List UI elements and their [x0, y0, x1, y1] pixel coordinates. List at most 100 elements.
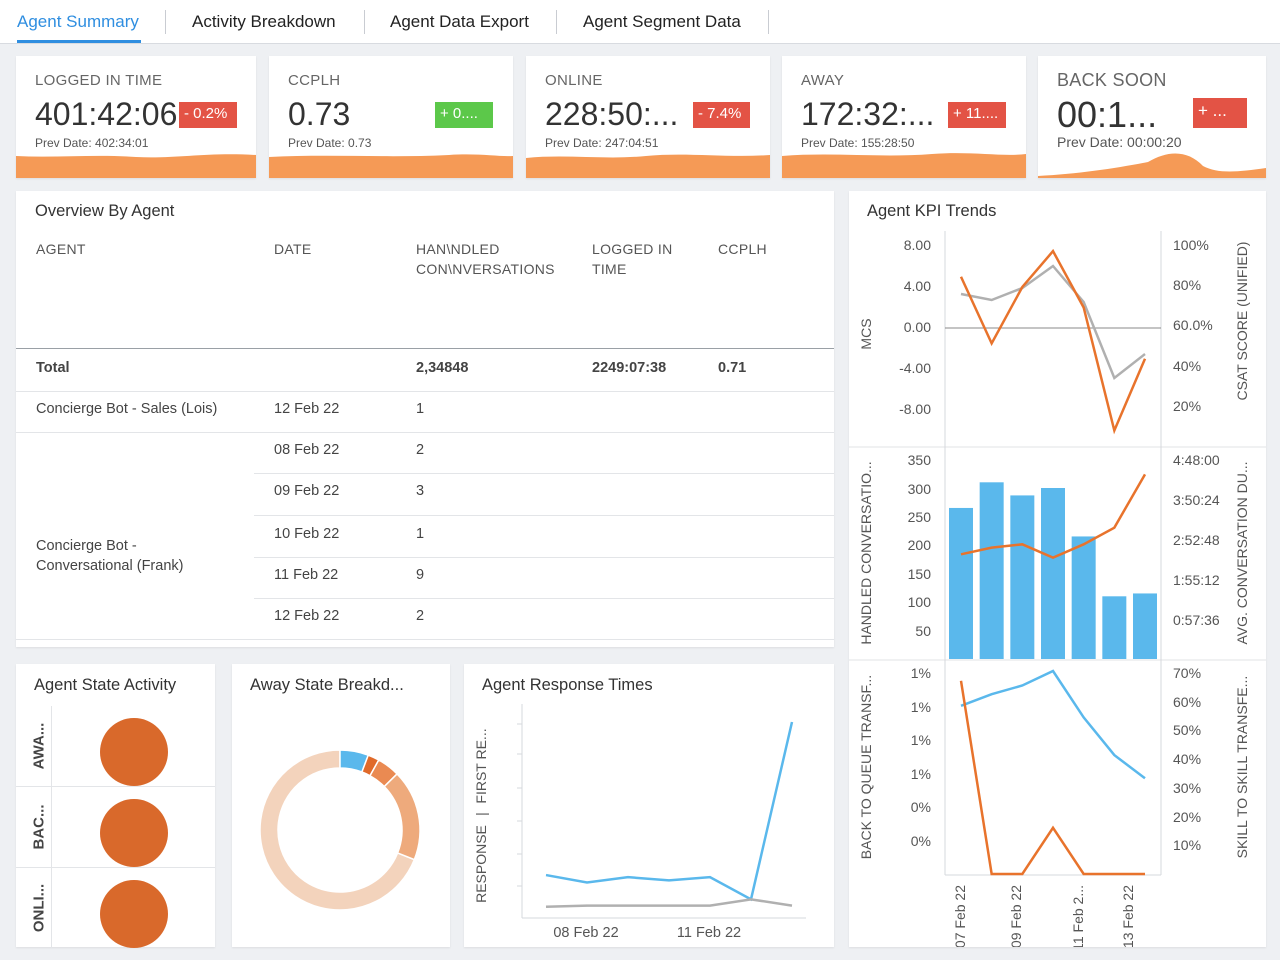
- kpi-label: ONLINE: [545, 72, 603, 89]
- row-handled: 2: [416, 608, 425, 624]
- tab-agent-summary[interactable]: Agent Summary: [17, 12, 139, 31]
- x-tick-label: 13 Feb 22: [1120, 885, 1136, 947]
- panel-title: Agent Response Times: [482, 676, 653, 694]
- kpi-sparkline: [1038, 153, 1266, 178]
- tab-separator: [364, 10, 365, 34]
- tick-label: 4.00: [904, 278, 931, 294]
- bar: [1010, 495, 1035, 659]
- bar: [979, 482, 1004, 659]
- x-tick-label: 07 Feb 22: [952, 885, 968, 947]
- tab-agent-segment-data[interactable]: Agent Segment Data: [583, 12, 741, 31]
- kpi-card-ccplh[interactable]: CCPLH 0.73 + 0.... Prev Date: 0.73: [269, 56, 513, 178]
- state-row-back-soon[interactable]: BAC...: [16, 787, 215, 868]
- kpi-label: LOGGED IN TIME: [35, 72, 163, 89]
- kpi-label: CCPLH: [288, 72, 341, 89]
- tick-label: 2:52:48: [1173, 532, 1220, 548]
- column-header-handled-conversations[interactable]: HAN\NDLED CON\NVERSATIONS: [416, 239, 555, 279]
- series-line-csat: [960, 264, 1146, 381]
- tick-label: -8.00: [899, 401, 931, 417]
- state-bubble[interactable]: [100, 799, 168, 867]
- y-axis-separator: |: [473, 812, 489, 816]
- kpi-previous-value: Prev Date: 0.73: [288, 136, 372, 150]
- kpi-previous-value: Prev Date: 155:28:50: [801, 136, 915, 150]
- tick-label: 3:50:24: [1173, 492, 1220, 508]
- agent-name: Concierge Bot - Sales (Lois): [36, 401, 218, 417]
- row-date: 08 Feb 22: [274, 442, 340, 458]
- x-tick-label: 09 Feb 22: [1008, 885, 1024, 947]
- away-state-donut-chart[interactable]: [232, 664, 450, 947]
- tick-label: 0.00: [904, 319, 931, 335]
- kpi-card-logged-in-time[interactable]: LOGGED IN TIME 401:42:06 - 0.2% Prev Dat…: [16, 56, 256, 178]
- kpi-value: 172:32:...: [801, 96, 935, 132]
- row-handled: 3: [416, 483, 425, 499]
- row-date: 11 Feb 22: [274, 567, 339, 583]
- row-divider: [254, 515, 834, 516]
- tick-label: 60%: [1173, 694, 1201, 710]
- tick-label: 50: [915, 623, 931, 639]
- header-divider: [16, 348, 834, 349]
- total-ccplh: 0.71: [718, 360, 747, 376]
- bar: [1041, 488, 1065, 659]
- tick-label: 1%: [911, 699, 931, 715]
- tick-label: 40%: [1173, 358, 1201, 374]
- state-bubble[interactable]: [100, 718, 168, 786]
- agent-name: Concierge Bot - Conversational (Frank): [36, 536, 183, 576]
- header-line: TIME: [592, 261, 627, 277]
- kpi-previous-value: Prev Date: 247:04:51: [545, 136, 659, 150]
- tab-agent-data-export[interactable]: Agent Data Export: [390, 12, 529, 31]
- x-tick-label: 11 Feb 22: [677, 925, 741, 941]
- state-label: BAC...: [30, 804, 48, 850]
- kpi-trends-charts[interactable]: MCS CSAT SCORE (UNIFIED) HANDLED CONVERS…: [849, 191, 1266, 947]
- kpi-sparkline: [526, 154, 770, 178]
- column-header-logged-in-time[interactable]: LOGGED IN TIME: [592, 239, 673, 279]
- column-header-date[interactable]: DATE: [274, 241, 312, 257]
- tick-label: 200: [908, 537, 932, 553]
- tick-label: 250: [908, 509, 932, 525]
- bar: [1071, 536, 1096, 659]
- state-row-online[interactable]: ONLI...: [16, 868, 215, 949]
- row-divider: [16, 639, 834, 640]
- tick-label: 20%: [1173, 398, 1201, 414]
- row-handled: 1: [416, 401, 425, 417]
- state-row-away[interactable]: AWA...: [16, 706, 215, 787]
- divider: [51, 868, 52, 948]
- state-bubble[interactable]: [100, 880, 168, 948]
- row-handled: 9: [416, 567, 425, 583]
- total-label: Total: [36, 360, 70, 376]
- kpi-value: 401:42:06: [35, 96, 178, 132]
- response-times-chart[interactable]: FIRST RE... | RESPONSE 08 Feb 22 11 Feb …: [464, 664, 834, 947]
- header-line: HAN\NDLED: [416, 241, 500, 257]
- row-date: 12 Feb 22: [274, 401, 340, 417]
- kpi-card-back-soon[interactable]: BACK SOON 00:1... + ... Prev Date: 00:00…: [1038, 56, 1266, 178]
- column-header-agent[interactable]: AGENT: [36, 241, 86, 257]
- tick-label: 1%: [911, 766, 931, 782]
- tick-label: 0%: [911, 799, 931, 815]
- tick-label: 80%: [1173, 277, 1201, 293]
- tab-activity-breakdown[interactable]: Activity Breakdown: [192, 12, 336, 31]
- kpi-value: 00:1...: [1057, 94, 1158, 135]
- state-label: ONLI...: [30, 883, 48, 933]
- tick-label: 4:48:00: [1173, 452, 1220, 468]
- tick-label: 1:55:12: [1173, 572, 1220, 588]
- row-handled: 1: [416, 526, 425, 542]
- axis-title-mcs: MCS: [858, 318, 874, 349]
- donut-slice: [259, 749, 416, 911]
- axis-title-csat: CSAT SCORE (UNIFIED): [1234, 242, 1250, 401]
- kpi-card-online[interactable]: ONLINE 228:50:... - 7.4% Prev Date: 247:…: [526, 56, 770, 178]
- tick-label: 100: [908, 594, 932, 610]
- axis-title-skill-to-skill: SKILL TO SKILL TRANSFE...: [1234, 676, 1250, 859]
- column-header-ccplh[interactable]: CCPLH: [718, 241, 767, 257]
- kpi-sparkline: [16, 154, 256, 178]
- tick-label: 60.0%: [1173, 317, 1213, 333]
- agent-name-line: Concierge Bot -: [36, 538, 137, 554]
- row-date: 12 Feb 22: [274, 608, 340, 624]
- divider: [51, 706, 52, 786]
- header-line: LOGGED IN: [592, 241, 673, 257]
- away-state-breakdown-panel: Away State Breakd...: [232, 664, 450, 947]
- x-tick-label: 11 Feb 2...: [1070, 885, 1086, 947]
- tick-label: 300: [908, 481, 932, 497]
- kpi-change-badge: + 0....: [435, 102, 493, 128]
- kpi-card-away[interactable]: AWAY 172:32:... + 11.... Prev Date: 155:…: [782, 56, 1026, 178]
- kpi-change-badge: - 0.2%: [179, 102, 237, 128]
- tick-label: 70%: [1173, 665, 1201, 681]
